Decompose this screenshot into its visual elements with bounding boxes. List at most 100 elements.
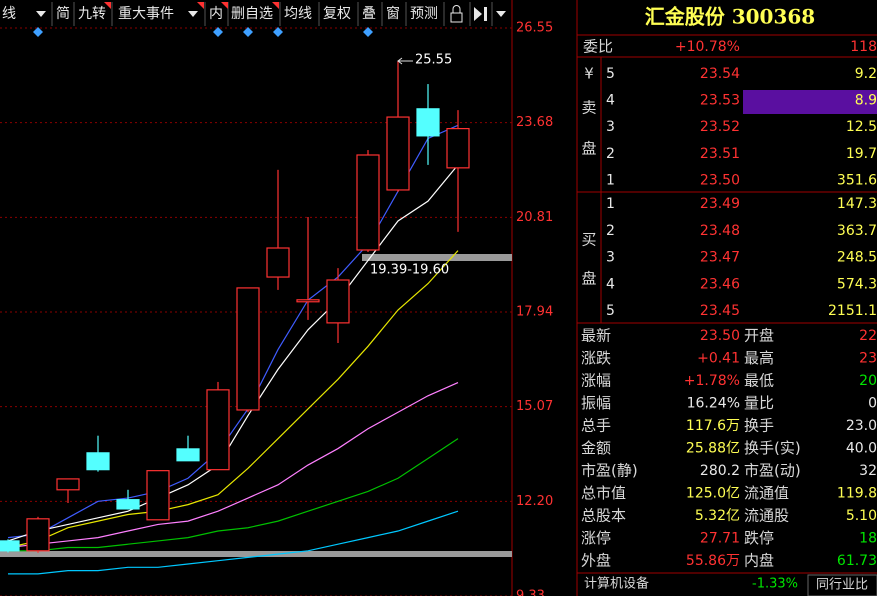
level: 2	[606, 223, 615, 239]
stat-label: 换手(实)	[744, 439, 801, 457]
y-tick-label: 15.07	[516, 399, 553, 414]
volume: 351.6	[837, 172, 877, 188]
candle-body	[296, 299, 320, 303]
stat-label: 最高	[744, 349, 774, 367]
stat-label: 量比	[744, 394, 774, 412]
price: 23.49	[700, 196, 740, 212]
high-arrow	[397, 57, 413, 65]
toolbar-button[interactable]: 均线	[284, 6, 312, 22]
ma-line	[7, 164, 459, 542]
stat-value: 18	[859, 531, 877, 547]
toolbar-button[interactable]: 叠	[362, 6, 376, 22]
level: 2	[606, 146, 615, 162]
toolbar-button[interactable]: 内	[209, 6, 223, 22]
stat-label: 振幅	[581, 394, 611, 412]
toolbar-button[interactable]: 线	[2, 6, 16, 22]
level: 5	[606, 66, 615, 82]
stock-title: 汇金股份 300368	[645, 5, 815, 29]
ma-line	[7, 250, 459, 549]
toolbar-frame	[51, 2, 493, 26]
y-tick-label: 17.94	[516, 305, 553, 320]
volume: 574.3	[837, 276, 877, 292]
stat-label: 总市值	[581, 484, 626, 502]
candle-body	[146, 470, 170, 521]
toolbar-icons[interactable]	[36, 5, 506, 23]
stat-label: 外盘	[581, 552, 611, 570]
toolbar-button[interactable]: 简	[56, 5, 70, 22]
stat-value: 23.0	[846, 418, 877, 434]
candle-body	[386, 116, 410, 191]
stat-label: 最低	[744, 372, 774, 390]
industry-change: -1.33%	[752, 577, 798, 592]
volume: 12.5	[846, 119, 877, 135]
price: 23.53	[700, 93, 740, 109]
price: 23.48	[700, 223, 740, 239]
stat-label: 流通值	[744, 484, 789, 502]
volume: 248.5	[837, 250, 877, 266]
level: 1	[606, 172, 615, 188]
candle-body	[56, 478, 80, 491]
weibi-volume: 118	[850, 39, 877, 55]
price: 23.47	[700, 250, 740, 266]
candle-body	[416, 108, 440, 137]
ma-line	[8, 438, 459, 552]
stat-value: 27.71	[700, 531, 740, 547]
stat-label: 最新	[581, 327, 611, 345]
panel-lines	[577, 34, 877, 574]
stat-label: 涨停	[581, 529, 611, 547]
y-tick-label: 23.68	[516, 115, 553, 130]
level: 1	[606, 196, 615, 212]
stat-value: 40.0	[846, 441, 877, 457]
price: 23.52	[700, 119, 740, 135]
toolbar-button[interactable]: 预测	[410, 6, 438, 22]
stat-value: 32	[859, 463, 877, 479]
stat-label: 内盘	[744, 552, 774, 570]
stat-label: 市盈(动)	[744, 462, 801, 480]
candle-body	[206, 389, 230, 471]
candle-body	[356, 154, 380, 251]
stat-value: 23	[859, 351, 877, 367]
stat-value: 16.24%	[687, 396, 740, 412]
volume: 19.7	[846, 146, 877, 162]
volume: 2151.1	[828, 303, 877, 319]
toolbar-button[interactable]: 复权	[323, 5, 351, 22]
stat-value: 61.73	[837, 553, 877, 569]
toolbar-button[interactable]: 窗	[386, 5, 400, 22]
stat-label: 市盈(静)	[581, 462, 638, 480]
sell-label: 卖	[581, 99, 596, 117]
stat-label: 总手	[581, 417, 611, 435]
stat-label: 换手	[744, 417, 774, 435]
price: 23.54	[700, 66, 740, 82]
toolbar-button[interactable]: 九转	[78, 6, 106, 22]
level: 4	[606, 276, 615, 292]
stat-value: 5.32亿	[695, 508, 740, 524]
stat-label: 涨跌	[581, 349, 611, 367]
level: 3	[606, 119, 615, 135]
candle-body	[176, 448, 200, 462]
ma-line	[7, 382, 459, 549]
stat-label: 流通股	[744, 507, 789, 525]
toolbar-button[interactable]: 重大事件	[118, 6, 174, 22]
event-markers[interactable]	[33, 27, 373, 37]
selected-highlight	[743, 90, 877, 114]
candle-body	[266, 247, 290, 278]
volume: 147.3	[837, 196, 877, 212]
candle-body	[26, 518, 50, 552]
stat-label: 开盘	[744, 327, 774, 345]
stat-value: 280.2	[700, 463, 740, 479]
sell-label: 盘	[581, 140, 596, 158]
stat-value: +0.41	[697, 351, 740, 367]
stat-label: 总股本	[581, 507, 626, 525]
price: 23.51	[700, 146, 740, 162]
candle-body	[326, 279, 350, 324]
price: 23.46	[700, 276, 740, 292]
compare-button[interactable]	[807, 574, 877, 596]
support-band	[0, 551, 512, 557]
stat-value: 25.88亿	[686, 441, 740, 457]
stat-value: +1.78%	[684, 373, 740, 389]
level: 5	[606, 303, 615, 319]
candle-body	[0, 540, 20, 552]
compare-label[interactable]: 同行业比	[816, 578, 868, 593]
toolbar-button[interactable]: 删自选	[231, 6, 273, 22]
